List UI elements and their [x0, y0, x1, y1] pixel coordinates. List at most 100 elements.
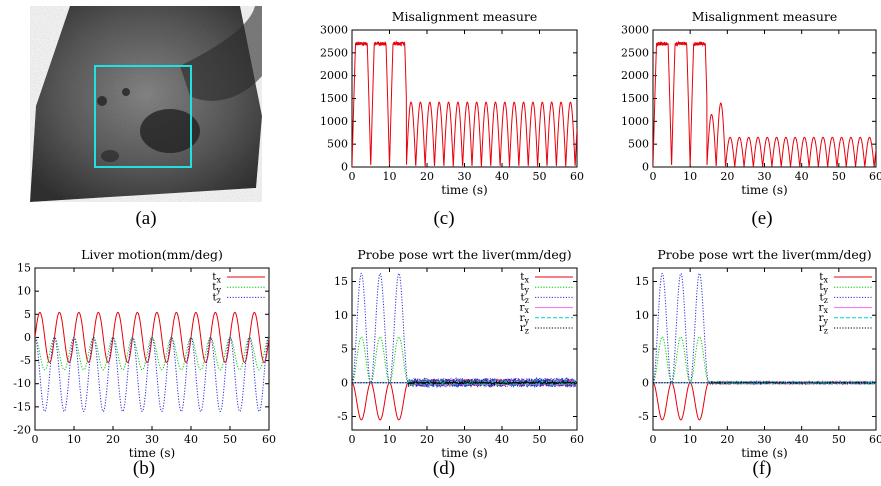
ultrasound-image: [30, 6, 262, 202]
y-tick-label: -5: [638, 410, 649, 423]
x-tick-label: 50: [832, 433, 846, 446]
x-tick-label: 40: [184, 433, 198, 446]
chart-d: Probe pose wrt the liver(mm/deg) 0 10 20 30 4…: [334, 247, 584, 460]
x-tick-label: 10: [383, 170, 397, 183]
panel-label-e: (e): [751, 208, 773, 229]
chart-f: Probe pose wrt the liver(mm/deg) 0 10 20 30 4…: [635, 247, 881, 460]
x-tick-label: 40: [495, 433, 509, 446]
y-tick-label: 0: [341, 376, 348, 389]
x-tick-label: 30: [458, 433, 472, 446]
y-tick-label: 15: [334, 275, 348, 288]
chart-c: Misalignment measure 0 10 20 30 40 50 60 0 500 100…: [320, 9, 584, 197]
y-tick-label: 3000: [320, 24, 348, 37]
x-tick-label: 30: [458, 170, 472, 183]
y-tick-label: -5: [20, 354, 31, 367]
chart-title: Liver motion(mm/deg): [81, 247, 223, 262]
x-tick-label: 10: [383, 433, 397, 446]
x-tick-label: 30: [145, 433, 159, 446]
chart-title: Misalignment measure: [392, 9, 538, 24]
y-tick-label: 1000: [621, 115, 649, 128]
y-tick-label: 10: [635, 309, 649, 322]
series-line-r_z: [653, 380, 876, 385]
panel-label-c: (c): [433, 208, 455, 229]
x-tick-label: 0: [650, 433, 657, 446]
x-tick-label: 10: [67, 433, 81, 446]
x-tick-label: 40: [795, 170, 809, 183]
legend-label: tx: [819, 271, 828, 285]
panel-label-a: (a): [135, 208, 157, 229]
chart-b: Liver motion(mm/deg)0 10 20 30 40 50 60-20-15-…: [13, 247, 276, 460]
x-axis-label: time (s): [441, 446, 487, 460]
legend-label: ty: [520, 281, 529, 295]
legend-label: tx: [520, 271, 529, 285]
y-tick-label: 1500: [320, 92, 348, 105]
chart-title: Probe pose wrt the liver(mm/deg): [657, 247, 871, 262]
y-tick-label: -20: [13, 424, 31, 437]
y-tick-label: 2500: [320, 46, 348, 59]
x-tick-label: 50: [223, 433, 237, 446]
x-tick-label: 20: [720, 433, 734, 446]
series-line-r_z: [352, 379, 577, 387]
x-tick-label: 60: [869, 170, 881, 183]
y-tick-label: -5: [337, 410, 348, 423]
legend-label: tz: [521, 291, 529, 305]
y-tick-label: 0: [341, 161, 348, 174]
y-tick-label: 0: [642, 161, 649, 174]
x-tick-label: 20: [106, 433, 120, 446]
y-tick-label: 1500: [621, 92, 649, 105]
x-axis-label: time (s): [441, 183, 487, 197]
y-tick-label: 500: [628, 138, 649, 151]
legend-label: tx: [212, 271, 221, 285]
series-line-t_z: [35, 336, 269, 413]
chart-title: Misalignment measure: [692, 9, 838, 24]
x-axis-label: time (s): [741, 446, 787, 460]
legend-label: ty: [212, 281, 221, 295]
legend-label: ry: [519, 312, 529, 326]
y-tick-label: 5: [341, 343, 348, 356]
legend-label: rz: [819, 322, 828, 336]
x-tick-label: 20: [420, 433, 434, 446]
y-tick-label: 2000: [320, 69, 348, 82]
y-tick-label: 0: [24, 331, 31, 344]
panel-label-d: (d): [432, 458, 456, 479]
x-tick-label: 50: [832, 170, 846, 183]
y-tick-label: 0: [642, 376, 649, 389]
y-tick-label: 2500: [621, 46, 649, 59]
series-line-t_x: [653, 379, 876, 421]
x-tick-label: 0: [32, 433, 39, 446]
y-tick-label: -15: [13, 400, 31, 413]
series-line-misalignment: [352, 39, 577, 167]
x-tick-label: 30: [758, 170, 772, 183]
series-line-t_z: [653, 272, 876, 386]
x-tick-label: 40: [495, 170, 509, 183]
y-tick-label: 15: [635, 275, 649, 288]
legend-label: ry: [818, 312, 828, 326]
region-of-interest-box: [94, 65, 192, 168]
x-tick-label: 60: [570, 170, 584, 183]
legend-label: rx: [519, 302, 529, 316]
y-tick-label: 500: [327, 138, 348, 151]
legend-label: tz: [820, 291, 828, 305]
panel-label-b: (b): [132, 458, 156, 479]
y-tick-label: 5: [24, 308, 31, 321]
x-tick-label: 20: [720, 170, 734, 183]
x-tick-label: 60: [262, 433, 276, 446]
legend-label: rz: [520, 322, 529, 336]
x-tick-label: 50: [533, 433, 547, 446]
ultrasound-vessel: [140, 109, 200, 153]
legend-label: ty: [819, 281, 828, 295]
y-tick-label: -10: [13, 377, 31, 390]
x-axis-label: time (s): [129, 446, 175, 460]
x-tick-label: 10: [683, 433, 697, 446]
x-tick-label: 40: [795, 433, 809, 446]
x-tick-label: 60: [869, 433, 881, 446]
x-axis-label: time (s): [741, 183, 787, 197]
x-tick-label: 10: [683, 170, 697, 183]
y-tick-label: 1000: [320, 115, 348, 128]
ultrasound-dark-region: [180, 6, 262, 101]
x-tick-label: 30: [758, 433, 772, 446]
x-tick-label: 20: [420, 170, 434, 183]
y-tick-label: 15: [17, 262, 31, 275]
legend-label: rx: [818, 302, 828, 316]
